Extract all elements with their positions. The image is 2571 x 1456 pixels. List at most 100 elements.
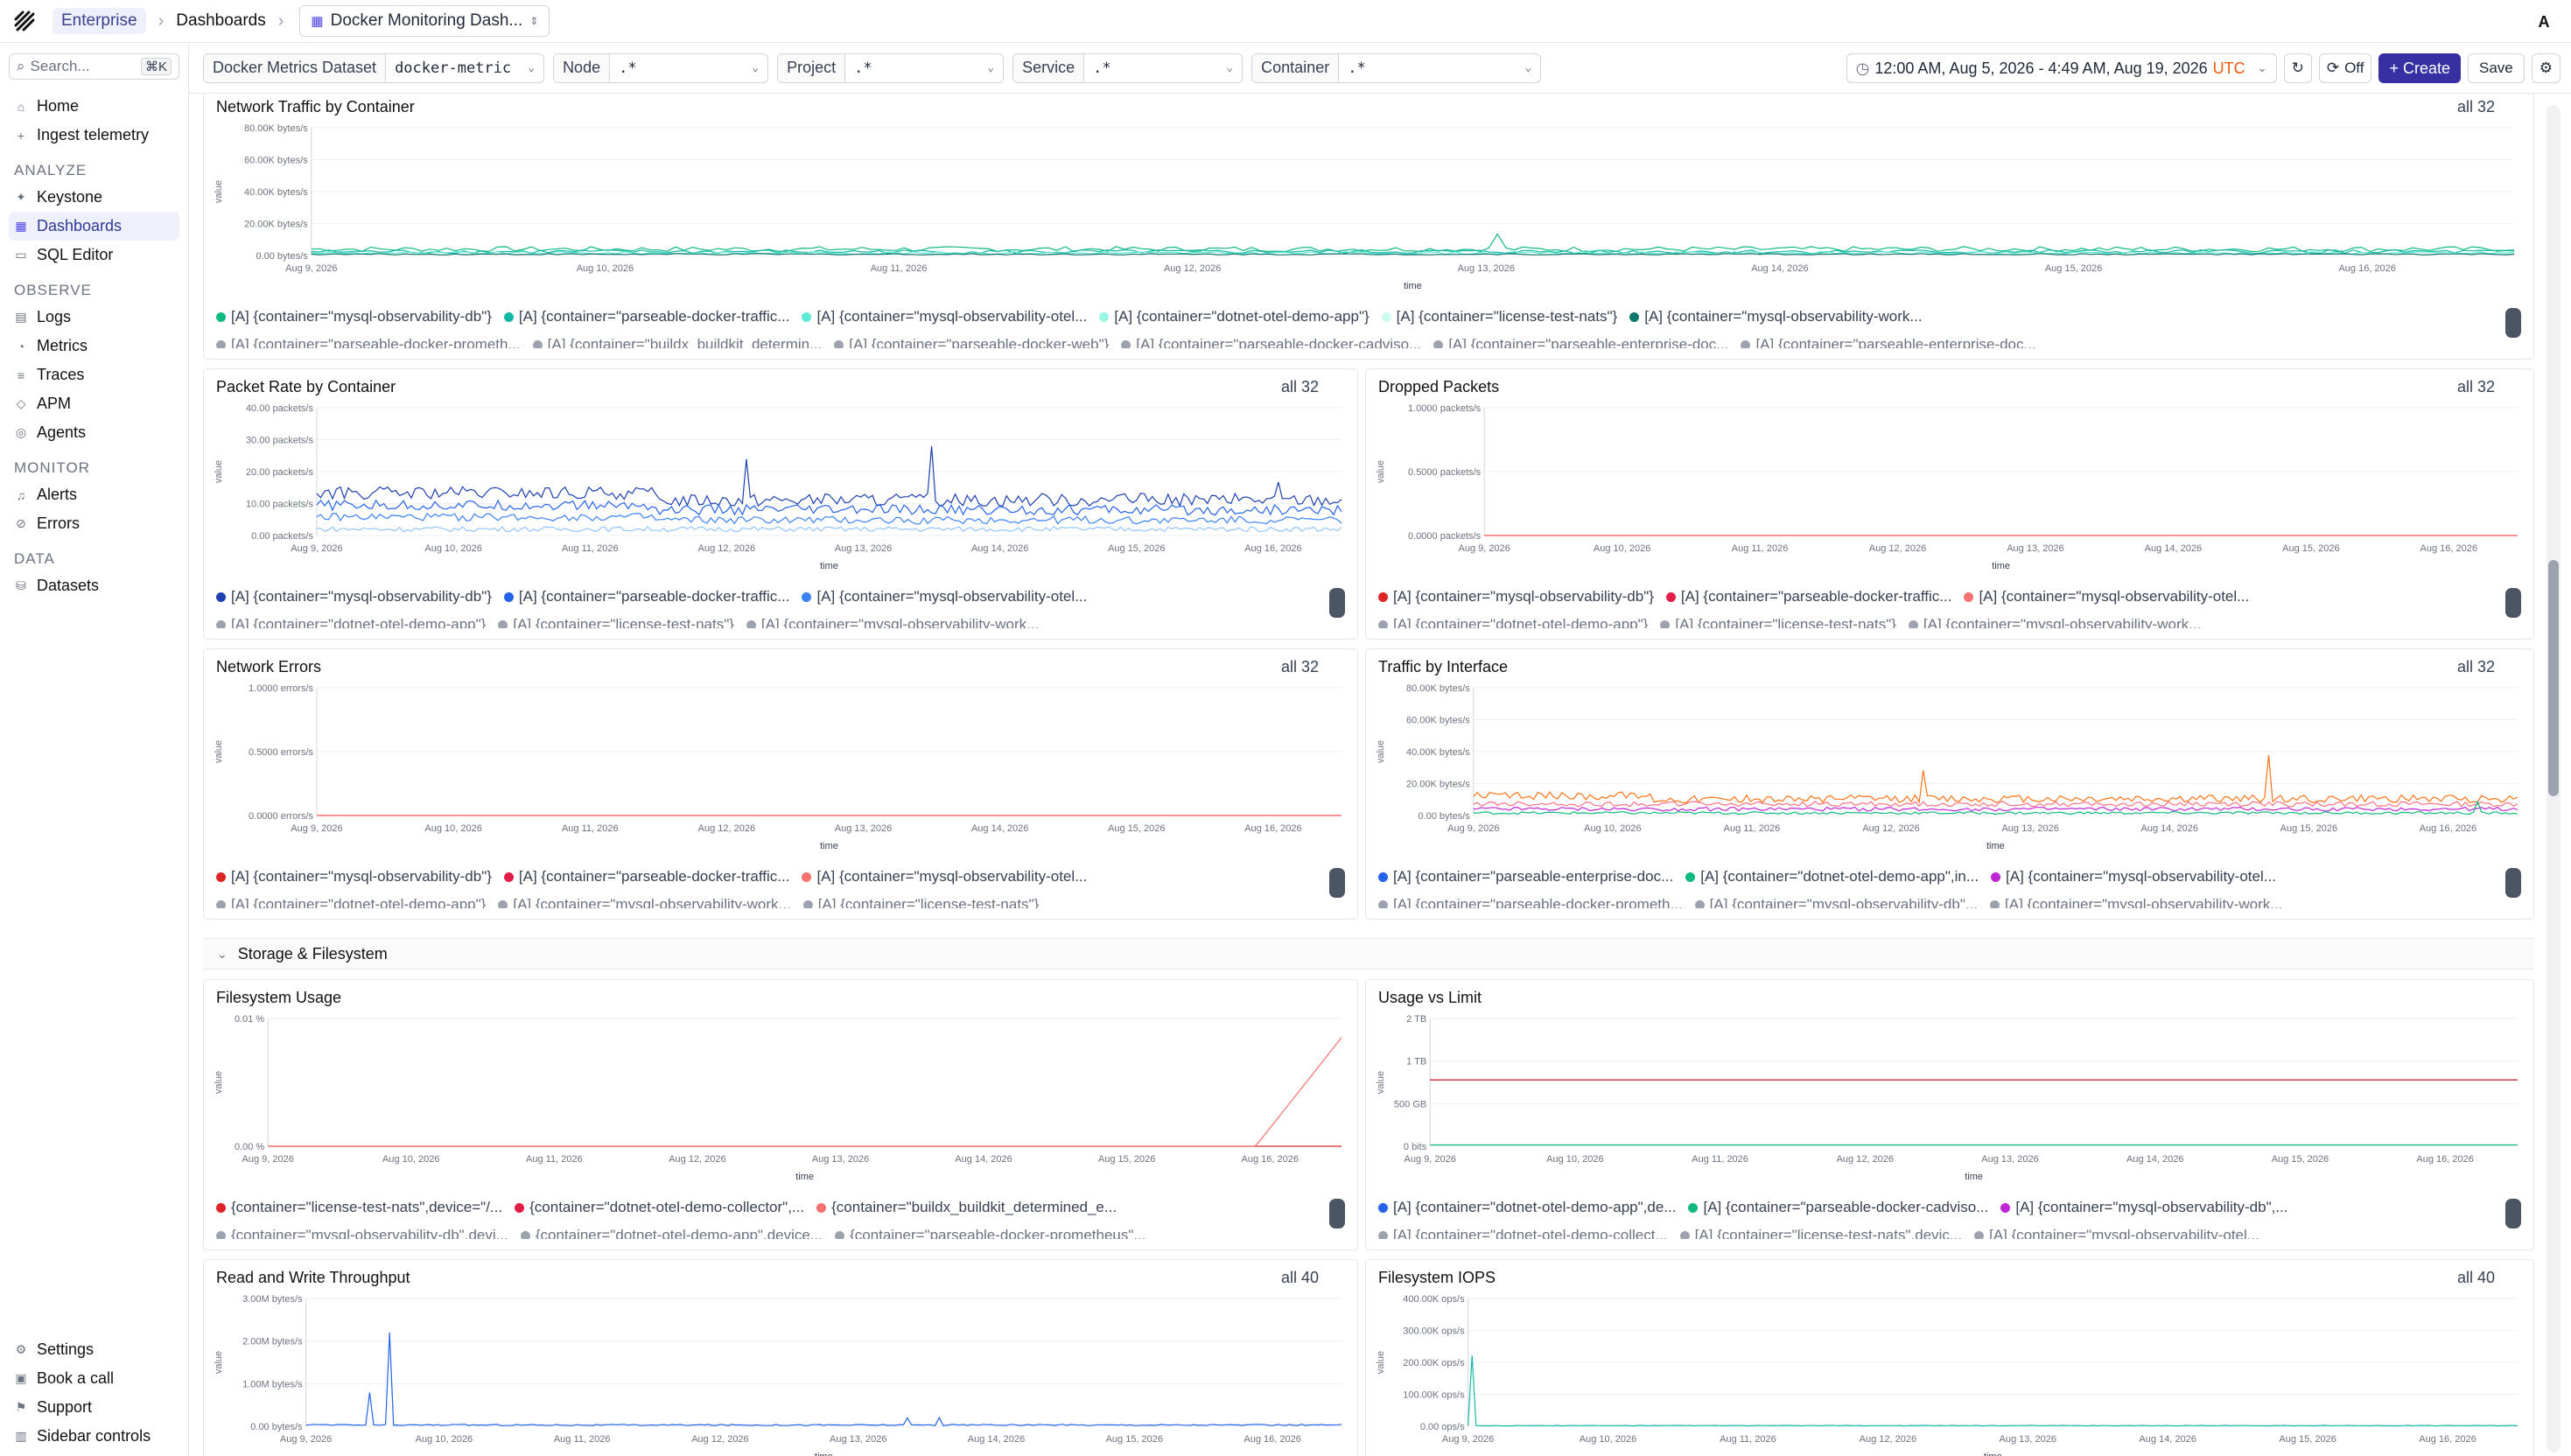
legend-item[interactable]: [A] {container="mysql-observability-work… [498,896,791,908]
auto-refresh-toggle[interactable]: ⟳ Off [2318,53,2372,83]
chart-svg[interactable]: value 80.00K bytes/s 60.00K bytes/s 40.00K … [213,116,2523,308]
panel-packet-rate[interactable]: Packet Rate by Container all 32 value 40.… [203,368,1358,640]
project-filter[interactable]: Project .* ⌄ [777,52,1005,83]
breadcrumb-dashboards[interactable]: Dashboards [176,11,266,30]
series-count[interactable]: all 40 [1280,1269,1319,1286]
legend-item[interactable]: [A] {container="mysql-observability-work… [1908,616,2201,628]
panel-network-errors[interactable]: Network Errors all 32 value 1.0000 errors… [203,648,1358,920]
section-storage[interactable]: ⌄ Storage & Filesystem [203,938,2534,970]
legend-item[interactable]: [A] {container="dotnet-otel-demo-app"} [216,616,486,628]
legend-scrollbar[interactable] [1329,588,1345,618]
legend-item[interactable]: [A] {container="parseable-docker-web"} [834,336,1109,348]
sidebar-item-support[interactable]: ⚑ Support [9,1393,180,1422]
legend-item[interactable]: [A] {container="buildx_buildkit_determin… [532,336,822,348]
panel-usage-limit[interactable]: Usage vs Limit value 2 TB 1 TB 500 GB 0 bits… [1365,979,2534,1250]
legend-scrollbar[interactable] [2505,588,2521,618]
chart-svg[interactable]: value 400.00K ops/s 300.00K ops/s 200.00K o… [1375,1286,2526,1456]
legend-item[interactable]: [A] {container="dotnet-otel-demo-app"} [216,896,486,908]
chart-svg[interactable]: value 1.0000 packets/s 0.5000 packets/s 0.0… [1375,396,2526,588]
legend-item[interactable]: {container="parseable-docker-prometheus"… [835,1227,1146,1239]
legend-item[interactable]: [A] {container="parseable-docker-prometh… [216,336,521,348]
sidebar-item-sidebar-controls[interactable]: ▥ Sidebar controls [9,1422,180,1451]
sidebar-item-metrics[interactable]: ◔ Metrics [9,332,179,360]
sidebar-item-dashboards[interactable]: ▦ Dashboards [9,212,179,241]
avatar[interactable]: A [2538,12,2550,31]
sidebar-item-alerts[interactable]: ♫ Alerts [9,480,179,509]
legend-item[interactable]: [A] {container="mysql-observability-db"} [216,308,492,326]
legend-item[interactable]: [A] {container="mysql-observability-work… [1629,308,1923,326]
sidebar-item-book-call[interactable]: ▣ Book a call [9,1364,180,1393]
legend-scrollbar[interactable] [2505,1199,2521,1228]
legend-item[interactable]: [A] {container="parseable-docker-traffic… [503,308,789,326]
series-count[interactable]: all 32 [2456,378,2495,396]
logo-icon[interactable] [12,9,37,33]
legend-item[interactable]: [A] {container="mysql-observability-work… [1990,896,2282,908]
chart-svg[interactable]: value 40.00 packets/s 30.00 packets/s 20.00… [213,396,1350,588]
legend-item[interactable]: [A] {container="parseable-enterprise-doc… [1378,868,1673,886]
container-select[interactable]: .* ⌄ [1339,54,1540,82]
service-select[interactable]: .* ⌄ [1084,54,1242,82]
legend-item[interactable]: [A] {container="license-test-nats",devic… [1679,1227,1962,1239]
panel-filesystem-usage[interactable]: Filesystem Usage value 0.01 % 0.00 % Aug 9,… [203,979,1358,1250]
scrollbar-thumb[interactable] [2548,560,2559,796]
node-select[interactable]: .* ⌄ [610,54,767,82]
legend-item[interactable]: [A] {container="mysql-observability-otel… [1964,588,2249,606]
legend-item[interactable]: [A] {container="mysql-observability-work… [746,616,1039,628]
legend-item[interactable]: [A] {container="parseable-docker-traffic… [503,868,789,886]
service-filter[interactable]: Service .* ⌄ [1012,52,1243,83]
sidebar-item-settings[interactable]: ⚙ Settings [9,1335,180,1364]
legend-item[interactable]: [A] {container="parseable-enterprise-doc… [1741,336,2036,348]
legend-item[interactable]: [A] {container="mysql-observability-db".… [1694,896,1978,908]
sidebar-item-apm[interactable]: ◇ APM [9,389,179,418]
org-badge[interactable]: Enterprise [53,8,146,34]
legend-item[interactable]: {container="dotnet-otel-demo-collector",… [515,1199,804,1216]
legend-item[interactable]: [A] {container="mysql-observability-db",… [2000,1199,2288,1216]
legend-scrollbar[interactable] [1329,868,1345,898]
search-input[interactable]: ⌕ Search... ⌘K [9,53,179,80]
panel-network-traffic[interactable]: Network Traffic by Container all 32 valu… [203,94,2534,360]
sidebar-item-logs[interactable]: ▤ Logs [9,303,179,332]
legend-item[interactable]: [A] {container="mysql-observability-db"} [1378,588,1654,606]
sidebar-item-sql-editor[interactable]: ▭ SQL Editor [9,241,179,270]
legend-item[interactable]: [A] {container="license-test-nats"} [1381,308,1617,326]
legend-item[interactable]: [A] {container="license-test-nats"} [498,616,734,628]
legend-item[interactable]: [A] {container="license-test-nats"} [1660,616,1896,628]
series-count[interactable]: all 32 [1280,658,1319,676]
legend-item[interactable]: [A] {container="mysql-observability-otel… [1991,868,2276,886]
refresh-button[interactable]: ↻ [2283,53,2312,83]
legend-item[interactable]: [A] {container="parseable-docker-traffic… [1665,588,1951,606]
chart-svg[interactable]: value 80.00K bytes/s 60.00K bytes/s 40.00K … [1375,676,2526,868]
legend-item[interactable]: [A] {container="license-test-nats"} [802,896,1039,908]
sidebar-item-errors[interactable]: ⊘ Errors [9,509,179,538]
legend-scrollbar[interactable] [2505,868,2521,898]
chart-svg[interactable]: value 2 TB 1 TB 500 GB 0 bits Aug 9, 2026 Aug … [1375,1006,2526,1199]
legend-item[interactable]: [A] {container="parseable-enterprise-doc… [1433,336,1728,348]
legend-item[interactable]: [A] {container="mysql-observability-db"} [216,588,492,606]
sidebar-item-keystone[interactable]: ✦ Keystone [9,183,179,212]
create-button[interactable]: + Create [2378,53,2461,83]
chart-svg[interactable]: value 0.01 % 0.00 % Aug 9, 2026 Aug 10, 2026… [213,1006,1350,1199]
project-select[interactable]: .* ⌄ [845,54,1003,82]
container-filter[interactable]: Container .* ⌄ [1251,52,1542,83]
chart-svg[interactable]: value 3.00M bytes/s 2.00M bytes/s 1.00M byt… [213,1286,1350,1456]
legend-item[interactable]: [A] {container="dotnet-otel-demo-collect… [1378,1227,1668,1239]
series-count[interactable]: all 40 [2456,1269,2495,1286]
chart-svg[interactable]: value 1.0000 errors/s 0.5000 errors/s 0.000… [213,676,1350,868]
legend-item[interactable]: [A] {container="parseable-docker-cadviso… [1688,1199,1988,1216]
legend-item[interactable]: [A] {container="mysql-observability-db"} [216,868,492,886]
legend-item[interactable]: [A] {container="parseable-docker-cadviso… [1121,336,1421,348]
legend-scrollbar[interactable] [1329,1199,1345,1228]
settings-button[interactable]: ⚙ [2531,53,2560,83]
legend-item[interactable]: {container="mysql-observability-db",devi… [216,1227,508,1239]
panel-dropped-packets[interactable]: Dropped Packets all 32 value 1.0000 packe… [1365,368,2534,640]
series-count[interactable]: all 32 [2456,98,2495,116]
node-filter[interactable]: Node .* ⌄ [553,52,769,83]
legend-item[interactable]: {container="dotnet-otel-demo-app",device… [520,1227,823,1239]
time-range-picker[interactable]: ◷ 12:00 AM, Aug 5, 2026 - 4:49 AM, Aug 1… [1846,53,2277,83]
sidebar-item-home[interactable]: ⌂ Home [9,92,179,121]
series-count[interactable]: all 32 [1280,378,1319,396]
legend-item[interactable]: [A] {container="dotnet-otel-demo-app"} [1099,308,1370,326]
panel-rw-throughput[interactable]: Read and Write Throughput all 40 value 3.… [203,1259,1358,1456]
dataset-filter[interactable]: Docker Metrics Dataset docker-metric ⌄ [203,52,545,83]
save-button[interactable]: Save [2468,53,2525,83]
